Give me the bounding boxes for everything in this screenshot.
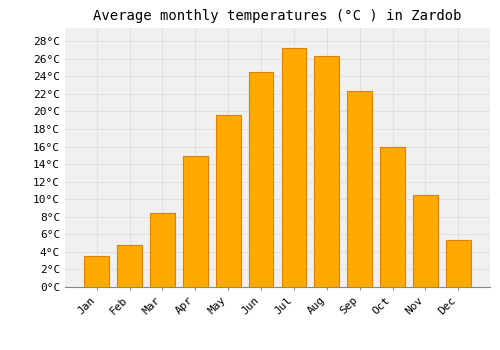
Bar	[150, 213, 174, 287]
Bar	[117, 245, 142, 287]
Bar	[380, 147, 405, 287]
Bar	[413, 195, 438, 287]
Bar	[446, 240, 470, 287]
Bar	[248, 72, 274, 287]
Bar	[282, 48, 306, 287]
Title: Average monthly temperatures (°C ) in Zardob: Average monthly temperatures (°C ) in Za…	[93, 9, 462, 23]
Bar	[348, 91, 372, 287]
Bar	[314, 56, 339, 287]
Bar	[84, 256, 109, 287]
Bar	[183, 156, 208, 287]
Bar	[216, 115, 240, 287]
